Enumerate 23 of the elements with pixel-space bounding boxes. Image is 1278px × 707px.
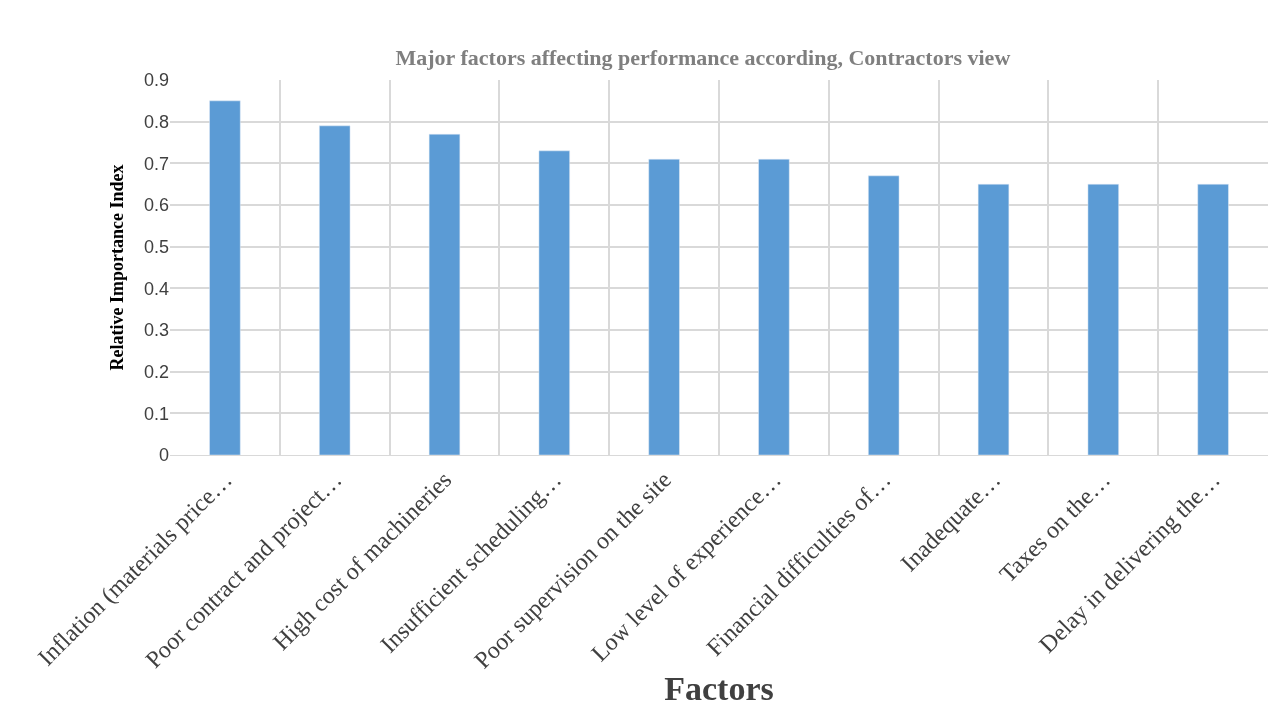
y-tick-label: 0.6 [143, 195, 169, 216]
chart-title: Major factors affecting performance according, Contractors view [395, 44, 1011, 70]
y-tick-label: 0.5 [143, 236, 169, 257]
bar [209, 100, 241, 455]
bar [648, 158, 680, 455]
y-tick-label: 0.1 [143, 403, 169, 424]
bar [1197, 183, 1229, 455]
bar [428, 133, 461, 455]
x-axis-title: Factors [664, 670, 774, 707]
y-tick-label: 0.2 [143, 361, 169, 382]
bar [868, 175, 900, 455]
bar [538, 150, 570, 455]
bar [758, 158, 790, 455]
bar [1087, 183, 1119, 455]
y-axis-title: Relative Importance Index [107, 164, 128, 371]
bar [319, 125, 351, 455]
bar [977, 183, 1010, 455]
y-tick-label: 0.4 [143, 278, 169, 299]
y-tick-label: 0.9 [143, 70, 169, 91]
y-tick-label: 0 [158, 445, 169, 466]
y-tick-label: 0.8 [143, 111, 169, 132]
y-tick-label: 0.3 [143, 320, 169, 341]
y-tick-label: 0.7 [143, 153, 169, 174]
